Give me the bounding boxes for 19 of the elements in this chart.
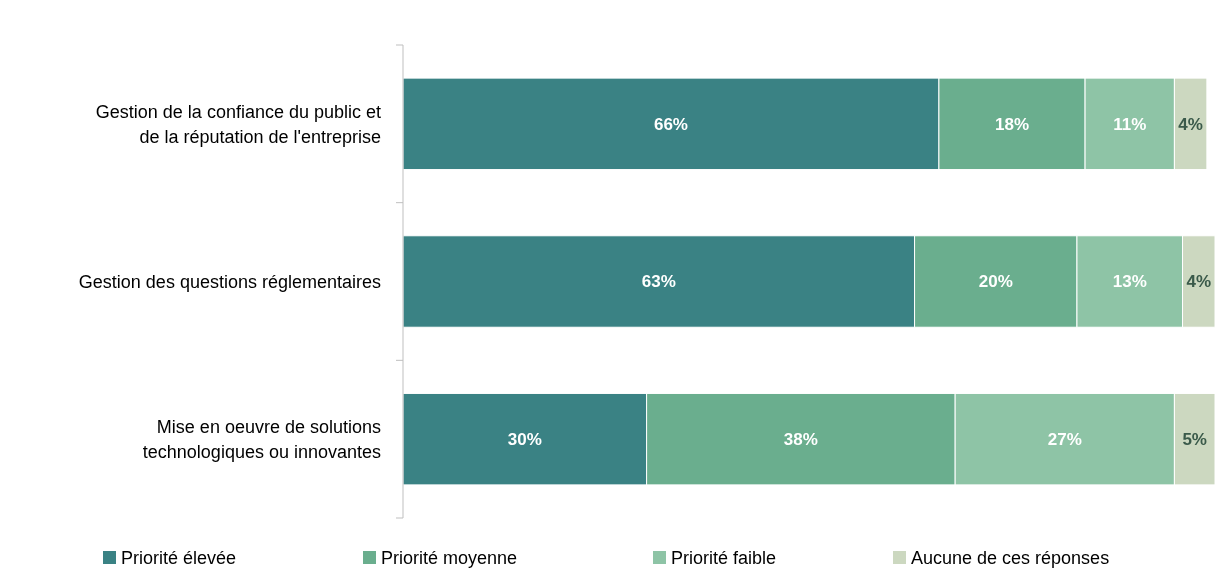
data-label: 20% xyxy=(978,272,1013,292)
y-tick-label: Gestion de la confiance du public et de la réputation de l'entreprise xyxy=(95,101,381,147)
y-tick-label: Mise en oeuvre de solutions technologiques ou innovantes xyxy=(142,416,381,462)
data-label: 5% xyxy=(1182,430,1207,450)
y-tick-label: Gestion des questions réglementaires xyxy=(78,271,381,292)
data-label: 63% xyxy=(641,272,676,292)
data-label: 11% xyxy=(1113,114,1147,134)
data-label: 13% xyxy=(1112,272,1147,292)
data-label: 66% xyxy=(653,114,688,134)
data-label: 27% xyxy=(1047,430,1082,450)
legend-label: Aucune de ces réponses xyxy=(911,548,1110,569)
legend-label: Priorité faible xyxy=(671,548,777,569)
data-label: 38% xyxy=(783,430,818,450)
data-label: 30% xyxy=(507,430,542,450)
legend-label: Priorité moyenne xyxy=(381,548,518,569)
data-label: 18% xyxy=(994,114,1030,134)
data-label: 4% xyxy=(1186,272,1212,292)
legend-label: Priorité élevée xyxy=(121,548,237,569)
data-label: 4% xyxy=(1178,114,1203,134)
